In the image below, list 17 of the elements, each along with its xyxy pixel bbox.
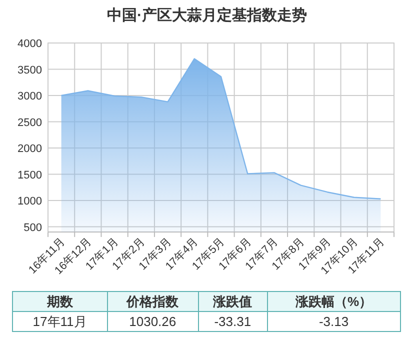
text: 17年11月: [12, 312, 108, 332]
y-tick-label: 2000: [18, 143, 42, 155]
y-tick-label: 1000: [18, 196, 42, 208]
y-tick-label: 4000: [18, 38, 42, 50]
chart-title: 中国·产区大蒜月定基指数走势: [107, 6, 307, 24]
text: 涨跌值: [198, 292, 268, 312]
y-tick-label: 1500: [18, 169, 42, 182]
text: 1030.26: [107, 312, 198, 332]
y-tick-label: 500: [24, 222, 42, 234]
text: -3.13: [267, 312, 400, 332]
y-tick-label: 2500: [18, 116, 42, 129]
y-tick-label: 3000: [18, 90, 42, 102]
text: -33.31: [198, 312, 268, 332]
text: 期数: [12, 292, 108, 312]
y-tick-label: 3500: [18, 64, 42, 76]
text: 涨跌幅（%）: [267, 292, 400, 312]
text: 价格指数: [107, 292, 198, 312]
